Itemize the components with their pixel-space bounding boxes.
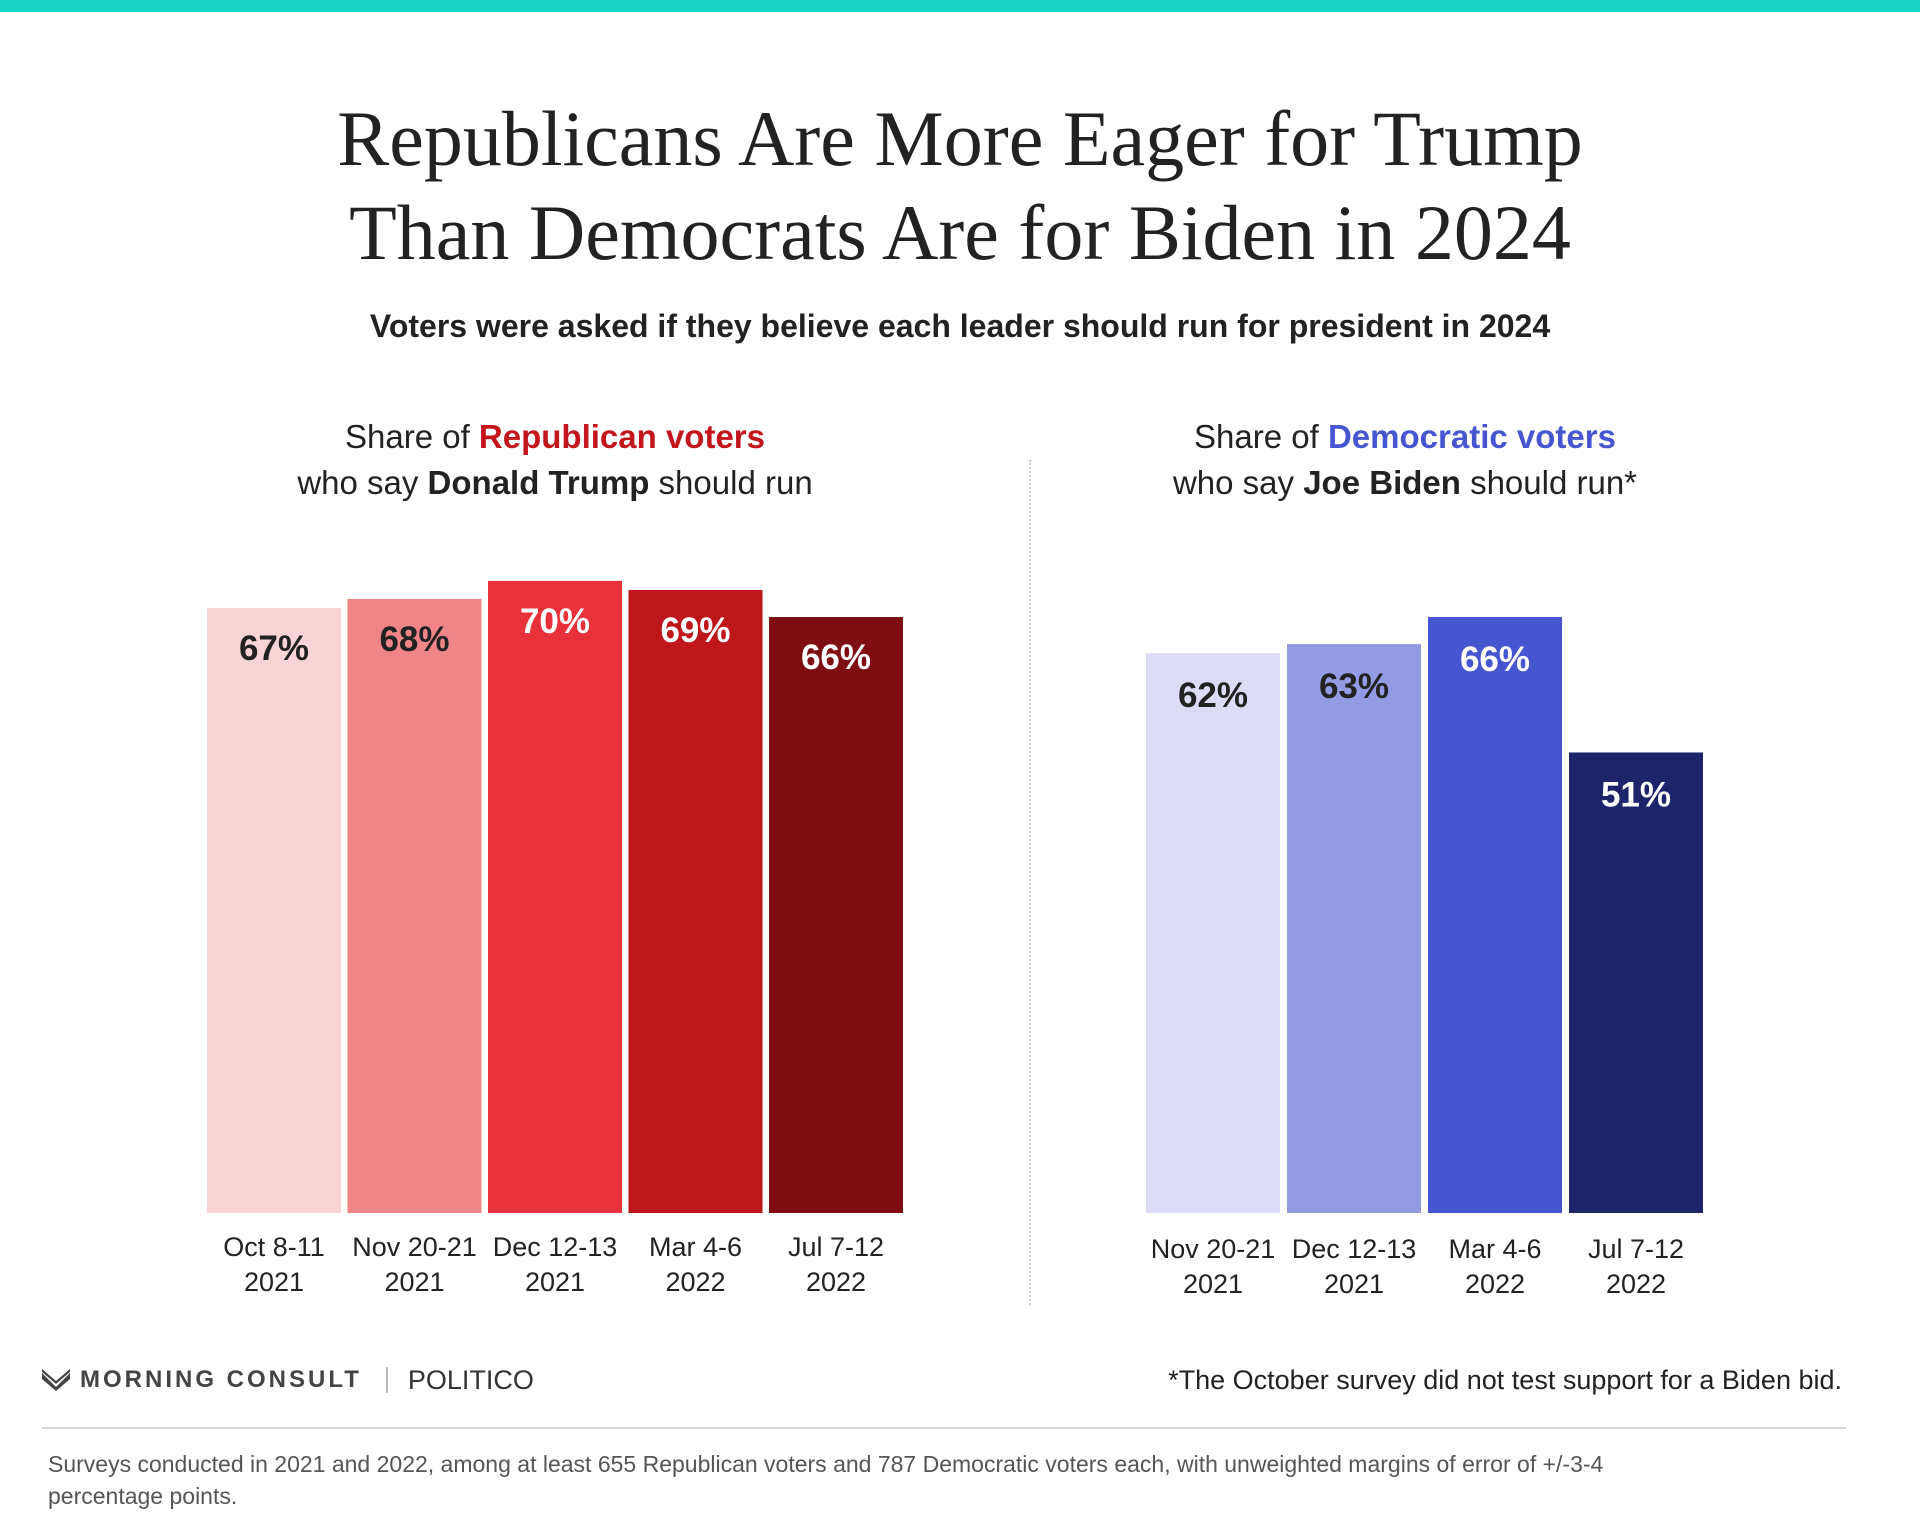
left-category-label-1-line-1: Oct 8-11: [223, 1232, 325, 1262]
right-panel-prefix: Share of: [1194, 418, 1328, 455]
right-bar-1: [1146, 653, 1280, 1213]
left-bar-value-label-4: 69%: [660, 611, 730, 650]
politico-brand: POLITICO: [407, 1364, 534, 1395]
left-category-label-2-line-1: Nov 20-21: [352, 1232, 477, 1262]
left-category-label-5-line-1: Jul 7-12: [788, 1232, 884, 1262]
right-panel-group: Democratic voters: [1327, 418, 1616, 455]
right-category-label-1-line-1: Nov 20-21: [1151, 1234, 1276, 1264]
left-panel-heading-line-2: who say Donald Trump should run: [210, 460, 900, 506]
right-category-label-1-line-2: 2021: [1183, 1269, 1243, 1299]
right-category-label-2-line-1: Dec 12-13: [1292, 1234, 1417, 1264]
right-panel-heading-line-2: who say Joe Biden should run*: [1060, 460, 1750, 506]
right-category-label-3-line-1: Mar 4-6: [1448, 1234, 1541, 1264]
right-bar-3: [1428, 617, 1562, 1213]
left-category-label-3-line-2: 2021: [525, 1267, 585, 1297]
left-bar-1: [207, 607, 341, 1213]
left-bar-value-label-2: 68%: [379, 620, 449, 659]
right-category-label-2-line-2: 2021: [1324, 1269, 1384, 1299]
left-panel-heading: Share of Republican voters who say Donal…: [210, 414, 900, 506]
left-bar-value-label-1: 67%: [239, 629, 309, 668]
left-bar-value-label-5: 66%: [801, 638, 871, 677]
right-panel-heading: Share of Democratic voters who say Joe B…: [1060, 414, 1750, 506]
left-category-label-4-line-2: 2022: [665, 1267, 725, 1297]
left-panel-person: Donald Trump: [427, 464, 650, 501]
top-accent-bar: [0, 0, 1920, 12]
right-panel-heading-line-1: Share of Democratic voters: [1060, 414, 1750, 460]
right-bar-value-label-2: 63%: [1319, 667, 1389, 706]
left-bar-5: [769, 617, 903, 1213]
left-panel-prefix: Share of: [345, 418, 479, 455]
footer-rule: [42, 1427, 1846, 1429]
chart-subtitle: Voters were asked if they believe each l…: [369, 308, 1551, 344]
right-category-label-4-line-2: 2022: [1606, 1269, 1666, 1299]
right-bar-2: [1287, 644, 1421, 1213]
right-bar-value-label-4: 51%: [1601, 775, 1671, 814]
left-bar-2: [347, 598, 482, 1213]
left-bar-4: [628, 589, 763, 1213]
right-panel-suffix: should run*: [1460, 464, 1638, 501]
chart-title-line-1: Republicans Are More Eager for Trump: [337, 95, 1583, 182]
right-bar-value-label-1: 62%: [1178, 676, 1248, 715]
morning-consult-logo-icon: [42, 1369, 70, 1391]
chart-title: Republicans Are More Eager for Trump Tha…: [0, 92, 1920, 280]
right-bar-4: [1569, 752, 1703, 1213]
right-category-label-4-line-1: Jul 7-12: [1588, 1234, 1684, 1264]
left-panel-suffix: should run: [649, 464, 813, 501]
left-category-label-1-line-2: 2021: [244, 1267, 304, 1297]
right-panel-who-say: who say: [1172, 464, 1304, 501]
morning-consult-brand: MORNING CONSULT: [80, 1366, 362, 1393]
footer-logo-separator: [385, 1367, 388, 1393]
left-panel-group: Republican voters: [478, 418, 765, 455]
right-panel-person: Joe Biden: [1303, 464, 1461, 501]
left-category-label-2-line-2: 2021: [384, 1267, 444, 1297]
left-panel-who-say: who say: [297, 464, 428, 501]
footer-logos: MORNING CONSULT POLITICO: [42, 1362, 534, 1398]
left-category-label-5-line-2: 2022: [806, 1267, 866, 1297]
right-bar-value-label-3: 66%: [1460, 640, 1530, 679]
chart-title-line-2: Than Democrats Are for Biden in 2024: [349, 189, 1571, 276]
left-category-label-3-line-1: Dec 12-13: [493, 1232, 618, 1262]
left-bar-value-label-3: 70%: [520, 602, 590, 641]
footnote: *The October survey did not test support…: [1168, 1365, 1842, 1395]
panel-divider: [1029, 460, 1031, 1305]
left-panel-heading-line-1: Share of Republican voters: [210, 414, 900, 460]
source-note: Surveys conducted in 2021 and 2022, amon…: [48, 1451, 1604, 1509]
right-category-label-3-line-2: 2022: [1465, 1269, 1525, 1299]
left-bar-3: [488, 580, 622, 1213]
left-category-label-4-line-1: Mar 4-6: [649, 1232, 742, 1262]
